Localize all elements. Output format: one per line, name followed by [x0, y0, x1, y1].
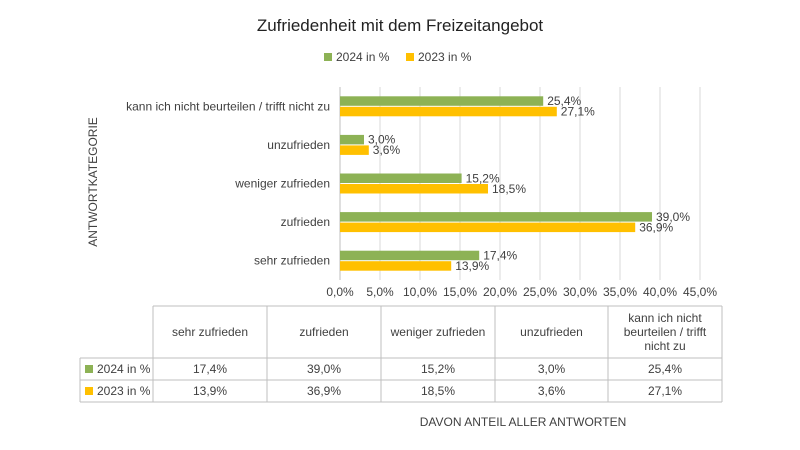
- bar: [340, 261, 452, 271]
- legend-entry: 2024 in %: [336, 50, 390, 64]
- x-tick-label: 20,0%: [483, 285, 517, 299]
- x-axis-label: DAVON ANTEIL ALLER ANTWORTEN: [420, 415, 627, 429]
- x-tick-label: 40,0%: [643, 285, 677, 299]
- table-cell: 15,2%: [421, 362, 455, 376]
- data-label: 17,4%: [483, 248, 517, 262]
- x-tick-label: 25,0%: [523, 285, 557, 299]
- bars: 17,4%13,9% 39,0%36,9% 15,2%18,5% 3,0%3,6% 25…: [340, 94, 690, 273]
- table-row-label: 2024 in %: [97, 362, 151, 376]
- legend-key: [85, 387, 93, 395]
- legend-swatch: [406, 53, 414, 61]
- bar: [340, 145, 369, 155]
- data-label: 3,0%: [368, 133, 396, 147]
- x-tick-label: 5,0%: [366, 285, 394, 299]
- data-label: 13,9%: [455, 259, 489, 273]
- category-label: unzufrieden: [267, 138, 330, 152]
- x-tick-labels: 0,0% 5,0% 10,0% 15,0% 20,0% 25,0% 30,0% 35,0% 40…: [326, 285, 717, 299]
- data-table: sehr zufrieden zufrieden weniger zufrieden…: [79, 305, 723, 403]
- category-labels: sehr zufrieden zufrieden weniger zufrieden…: [126, 99, 330, 267]
- table-cell: 13,9%: [193, 384, 227, 398]
- table-cell: 27,1%: [648, 384, 682, 398]
- bar: [340, 250, 480, 261]
- data-label: 25,4%: [547, 94, 581, 108]
- data-label: 39,0%: [656, 210, 690, 224]
- x-tick-label: 35,0%: [603, 285, 637, 299]
- bar: [340, 184, 488, 194]
- legend-swatch: [324, 53, 332, 61]
- bar: [340, 96, 544, 106]
- grid: [339, 87, 701, 280]
- table-cell: 39,0%: [307, 362, 341, 376]
- bar: [340, 212, 652, 222]
- table-cell: 36,9%: [307, 384, 341, 398]
- y-axis-label: ANTWORTKATEGORIE: [86, 117, 100, 247]
- category-label: sehr zufrieden: [254, 254, 330, 268]
- bar: [340, 106, 557, 117]
- category-label: kann ich nicht beurteilen / trifft nicht…: [126, 99, 330, 113]
- data-label: 27,1%: [561, 105, 595, 119]
- table-header: kann ich nicht: [628, 311, 702, 325]
- category-label: zufrieden: [281, 215, 330, 229]
- x-tick-label: 0,0%: [326, 285, 354, 299]
- table-header: unzufrieden: [520, 325, 583, 339]
- bar: [340, 222, 636, 233]
- table-header: sehr zufrieden: [172, 325, 248, 339]
- table-cell: 3,6%: [538, 384, 566, 398]
- legend-key: [85, 365, 93, 373]
- data-label: 3,6%: [373, 143, 401, 157]
- table-header: weniger zufrieden: [390, 325, 486, 339]
- category-label: weniger zufrieden: [234, 177, 330, 191]
- chart-title: Zufriedenheit mit dem Freizeitangebot: [257, 16, 544, 35]
- x-tick-label: 30,0%: [563, 285, 597, 299]
- data-label: 36,9%: [639, 220, 673, 234]
- table-cell: 3,0%: [538, 362, 566, 376]
- table-row-label: 2023 in %: [97, 384, 151, 398]
- table-header: zufrieden: [299, 325, 348, 339]
- x-tick-label: 45,0%: [683, 285, 717, 299]
- x-tick-label: 15,0%: [443, 285, 477, 299]
- table-cell: 17,4%: [193, 362, 227, 376]
- x-tick-label: 10,0%: [403, 285, 437, 299]
- table-header: beurteilen / trifft: [624, 325, 707, 339]
- bar: [340, 134, 364, 145]
- data-label: 15,2%: [466, 171, 500, 185]
- legend-entry: 2023 in %: [418, 50, 472, 64]
- table-cell: 18,5%: [421, 384, 455, 398]
- table-header: nicht zu: [644, 339, 685, 353]
- table-cell: 25,4%: [648, 362, 682, 376]
- legend: 2024 in % 2023 in %: [324, 50, 472, 64]
- bar: [340, 173, 462, 183]
- data-label: 18,5%: [492, 182, 526, 196]
